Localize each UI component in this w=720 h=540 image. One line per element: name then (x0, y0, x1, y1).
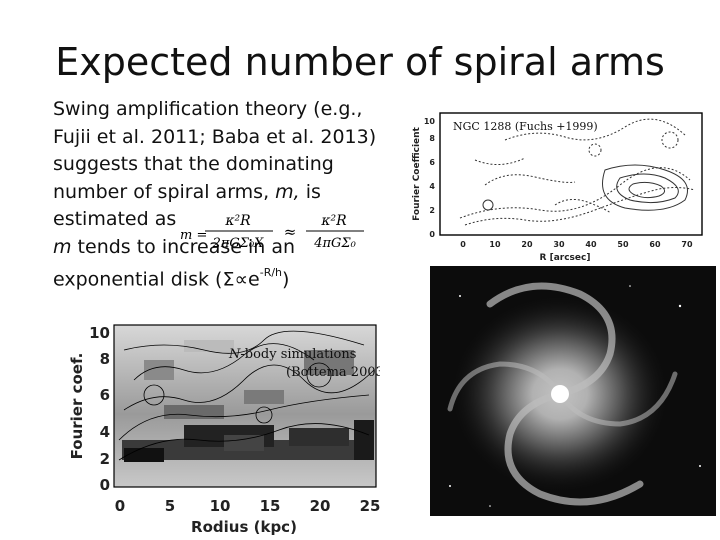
body-line-1: Swing amplification theory (e.g., (53, 98, 363, 120)
bottom-figure-caption-line1: N-body simulations (228, 347, 356, 362)
top-xtick-20: 20 (521, 240, 533, 249)
bottom-plot-contours (118, 330, 375, 461)
variable-m: m, (275, 180, 300, 203)
top-ytick-10: 10 (424, 117, 436, 126)
body-text: Swing amplification theory (e.g., Fujii … (53, 96, 393, 294)
top-ytick-0: 0 (429, 230, 435, 239)
bottom-xtick-25: 25 (360, 497, 380, 515)
body-line-4: number of spiral arms, m, is (53, 179, 393, 207)
formula-m-equals: m = (180, 228, 207, 243)
body-line-3: suggests that the dominating (53, 153, 334, 175)
top-xtick-0: 0 (460, 240, 466, 249)
formula-den-2: 4πGΣ₀ (313, 236, 356, 251)
body-line-2: Fujii et al. 2011; Baba et al. 2013) (53, 125, 377, 148)
top-xtick-70: 70 (681, 240, 693, 249)
formula-num-2: κ²R (320, 213, 347, 229)
top-xtick-10: 10 (489, 240, 501, 249)
top-ytick-4: 4 (429, 182, 435, 191)
bottom-ytick-2: 2 (100, 450, 110, 468)
variable-m-2: m (53, 235, 72, 258)
top-ytick-6: 6 (429, 158, 435, 167)
top-yticks: 0 2 4 6 8 10 (424, 117, 436, 239)
bottom-yticks: 0 2 4 6 8 10 (89, 324, 110, 494)
galaxy-core (551, 385, 569, 403)
body-line-5: estimated as (53, 208, 177, 230)
body-line-4-pre: number of spiral arms, (53, 180, 276, 203)
top-xtick-50: 50 (617, 240, 629, 249)
top-xticks: 0 10 20 30 40 50 60 70 (460, 240, 693, 249)
bottom-xticks: 0 5 10 15 20 25 (115, 497, 380, 515)
top-xlabel: R [arcsec] (540, 253, 591, 263)
bottom-xtick-5: 5 (165, 497, 175, 515)
formula-approx: ≈ (284, 223, 297, 241)
body-line-6: m tends to increase in an (53, 234, 393, 262)
caption-n-italic: N (228, 347, 241, 362)
bottom-figure-caption-line2: (Bottema 2003) (286, 365, 380, 380)
top-plot-contours (459, 118, 696, 226)
bottom-plot-density (122, 340, 374, 462)
body-line-7: exponential disk (Σ∝e-R/h) (53, 261, 393, 294)
formula: m = κ²R 2πGΣ₀X ≈ κ²R 4πGΣ₀ (180, 213, 364, 251)
top-xtick-60: 60 (649, 240, 661, 249)
bottom-plot-frame (113, 324, 377, 488)
exponent: -R/h (259, 266, 283, 279)
bottom-xlabel: Rodius (kpc) (191, 518, 297, 535)
bottom-ytick-8: 8 (100, 350, 110, 368)
top-figure-caption: NGC 1288 (Fuchs +1999) (453, 120, 598, 133)
body-line-7-post: ) (282, 268, 290, 291)
galaxy-stars (449, 285, 701, 507)
bottom-xtick-20: 20 (310, 497, 331, 515)
top-xtick-40: 40 (585, 240, 597, 249)
bottom-ytick-4: 4 (100, 423, 110, 441)
top-xtick-30: 30 (553, 240, 565, 249)
bottom-xtick-10: 10 (210, 497, 231, 515)
nbody-simulation-plot: N-body simulations (Bottema 2003) Fourie… (68, 324, 380, 535)
formula-den-1: 2πGΣ₀X (212, 236, 265, 251)
formula-num-1: κ²R (224, 213, 251, 229)
top-plot-frame (439, 112, 703, 236)
caption-nbody: -body simulations (240, 347, 356, 362)
bottom-ylabel: Fourier coef. (68, 353, 86, 460)
galaxy-arms (447, 282, 678, 506)
bottom-xtick-0: 0 (115, 497, 125, 515)
galaxy-image (430, 266, 716, 516)
page-title: Expected number of spiral arms (55, 40, 665, 84)
top-ylabel: Fourier Coefficient (412, 126, 422, 220)
top-ytick-8: 8 (429, 134, 435, 143)
bottom-xtick-15: 15 (260, 497, 281, 515)
body-line-6-post: tends to increase in an (71, 235, 296, 258)
bottom-ytick-10: 10 (89, 324, 110, 342)
top-ytick-2: 2 (429, 206, 435, 215)
body-line-7-pre: exponential disk (Σ∝e (53, 268, 260, 291)
bottom-ytick-0: 0 (100, 476, 110, 494)
ngc1288-contour-plot: NGC 1288 (Fuchs +1999) Fourier Coefficie… (412, 112, 703, 263)
body-line-4-post: is (299, 180, 321, 203)
bottom-ytick-6: 6 (100, 386, 110, 404)
